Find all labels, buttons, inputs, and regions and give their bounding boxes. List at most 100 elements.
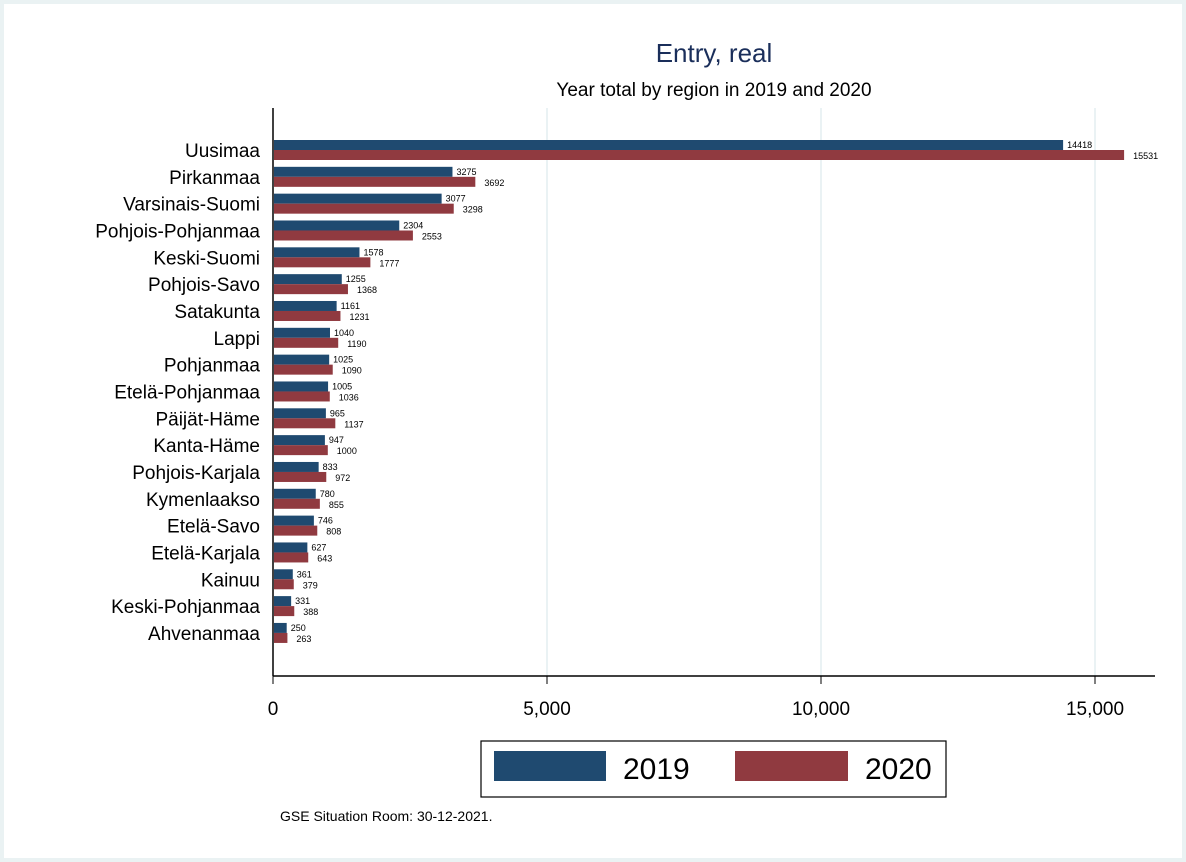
data-label-2020: 808: [326, 527, 341, 537]
bar-2020: [274, 337, 339, 348]
bar-2020: [274, 552, 309, 563]
y-tick-label: Varsinais-Suomi: [123, 195, 260, 216]
data-label-2019: 1025: [333, 355, 353, 365]
bar-2020: [274, 498, 320, 509]
bar-2020: [274, 284, 348, 295]
gridlines: [546, 108, 1096, 676]
bar-2019: [274, 354, 330, 365]
y-tick-label: Pirkanmaa: [169, 168, 260, 189]
bar-2019: [274, 247, 360, 258]
bar-2019: [274, 596, 292, 607]
data-label-2020: 1137: [344, 419, 363, 429]
y-tick-label: Etelä-Karjala: [151, 543, 260, 564]
y-tick-label: Pohjois-Karjala: [132, 463, 260, 484]
y-tick-label: Päijät-Häme: [155, 409, 260, 430]
data-label-2020: 972: [335, 473, 350, 483]
bar-2019: [274, 488, 316, 499]
bar-2019: [274, 569, 293, 580]
data-label-2019: 3275: [456, 167, 476, 177]
bar-2020: [274, 471, 327, 482]
data-label-2019: 947: [329, 435, 344, 445]
source-note: GSE Situation Room: 30-12-2021.: [280, 808, 492, 824]
y-tick-label: Etelä-Savo: [167, 517, 260, 538]
y-tick-label: Satakunta: [174, 302, 260, 323]
data-label-2019: 627: [311, 542, 326, 552]
data-label-2020: 15531: [1133, 151, 1158, 161]
bar-2019: [274, 408, 326, 419]
data-label-2020: 1190: [347, 339, 366, 349]
bar-2019: [274, 622, 287, 633]
data-label-2019: 833: [323, 462, 338, 472]
x-tick-label: 10,000: [792, 699, 850, 720]
legend: 2019 2020: [480, 740, 947, 798]
bar-2019: [274, 166, 453, 177]
data-label-2019: 965: [330, 408, 345, 418]
chart-subtitle: Year total by region in 2019 and 2020: [556, 80, 871, 101]
data-label-2019: 1578: [363, 247, 383, 257]
chart-panel: Entry, real Year total by region in 2019…: [4, 4, 1182, 858]
bars: [274, 140, 1125, 643]
bar-2020: [274, 310, 341, 321]
data-label-2020: 3298: [463, 205, 483, 215]
data-label-2019: 3077: [446, 194, 466, 204]
bar-2019: [274, 274, 342, 285]
data-label-2019: 14418: [1067, 140, 1092, 150]
data-label-2020: 643: [317, 553, 332, 563]
data-label-2019: 1255: [346, 274, 366, 284]
legend-swatch-2019: [494, 751, 606, 781]
data-label-2020: 379: [303, 580, 318, 590]
y-tick-label: Kainuu: [201, 570, 260, 591]
legend-label-2020: 2020: [865, 753, 932, 786]
bar-2020: [274, 203, 454, 214]
x-tick-label: 0: [268, 699, 279, 720]
legend-label-2019: 2019: [623, 753, 690, 786]
y-axis-labels: Uusimaa Pirkanmaa Varsinais-Suomi Pohjois-P…: [95, 141, 260, 645]
x-tick-label: 5,000: [523, 699, 571, 720]
data-label-2019: 250: [291, 623, 306, 633]
bar-2020: [274, 445, 328, 456]
bar-2020: [274, 230, 413, 241]
bar-2020: [274, 606, 295, 617]
data-label-2020: 388: [303, 607, 318, 617]
data-label-2020: 855: [329, 500, 344, 510]
bar-2019: [274, 327, 330, 338]
y-tick-label: Uusimaa: [185, 141, 260, 162]
data-label-2020: 1231: [349, 312, 369, 322]
bar-2019: [274, 542, 308, 553]
bar-2019: [274, 435, 325, 446]
data-label-2019: 331: [295, 596, 310, 606]
data-label-2019: 361: [297, 569, 312, 579]
bar-2019: [274, 193, 442, 204]
y-tick-label: Keski-Pohjanmaa: [111, 597, 260, 618]
bar-2020: [274, 525, 318, 536]
y-tick-label: Ahvenanmaa: [148, 624, 260, 645]
bar-2019: [274, 220, 400, 231]
data-label-2020: 1036: [339, 392, 359, 402]
chart-title: Entry, real: [656, 38, 773, 68]
bar-2020: [274, 418, 336, 429]
bar-2019: [274, 461, 319, 472]
y-tick-label: Kymenlaakso: [146, 490, 260, 511]
data-label-2019: 1161: [341, 301, 360, 311]
bar-2019: [274, 140, 1064, 150]
bar-chart: Entry, real Year total by region in 2019…: [95, 38, 1158, 824]
y-tick-label: Kanta-Häme: [153, 436, 260, 457]
data-label-2019: 1005: [332, 381, 352, 391]
y-tick-label: Pohjanmaa: [164, 356, 261, 377]
bar-2020: [274, 364, 333, 375]
y-tick-label: Lappi: [214, 329, 261, 350]
data-label-2019: 746: [318, 516, 333, 526]
y-tick-label: Pohjois-Pohjanmaa: [95, 221, 260, 242]
y-tick-label: Keski-Suomi: [153, 248, 260, 269]
y-tick-label: Etelä-Pohjanmaa: [114, 382, 260, 403]
bar-2019: [274, 300, 337, 311]
bar-2020: [274, 176, 476, 187]
data-label-2019: 2304: [403, 220, 423, 230]
data-label-2019: 780: [320, 489, 335, 499]
bar-2020: [274, 150, 1125, 160]
legend-swatch-2020: [735, 751, 848, 781]
bar-2019: [274, 515, 314, 526]
data-label-2020: 3692: [484, 178, 504, 188]
data-label-2020: 1368: [357, 285, 377, 295]
bar-2020: [274, 257, 371, 268]
